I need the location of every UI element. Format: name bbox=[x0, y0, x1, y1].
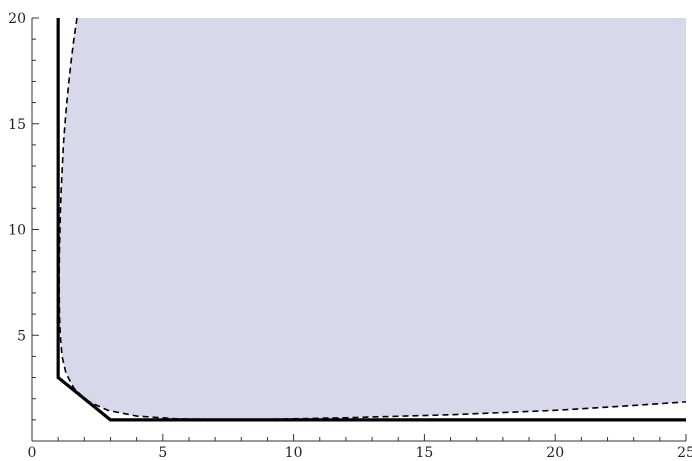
x-tick-label: 20 bbox=[546, 445, 564, 461]
x-tick-label: 5 bbox=[158, 445, 167, 461]
feasible-region-layer bbox=[59, 18, 686, 420]
y-tick-label: 5 bbox=[17, 328, 26, 344]
dashed-boundary-curve bbox=[58, 17, 687, 421]
x-tick-label: 10 bbox=[285, 445, 303, 461]
tick-marks bbox=[31, 17, 687, 441]
x-tick-label: 15 bbox=[415, 445, 433, 461]
boundary-lines-layer bbox=[56, 17, 687, 422]
tick-labels: 0 5 10 15 20 25 5 10 15 20 bbox=[8, 11, 692, 461]
x-tick-label: 25 bbox=[677, 445, 692, 461]
feasible-region bbox=[59, 18, 686, 420]
y-tick-label: 15 bbox=[8, 117, 26, 133]
solid-boundary-line bbox=[56, 18, 686, 422]
y-tick-label: 10 bbox=[8, 223, 26, 239]
x-tick-label: 0 bbox=[28, 445, 37, 461]
y-tick-label: 20 bbox=[8, 11, 26, 27]
